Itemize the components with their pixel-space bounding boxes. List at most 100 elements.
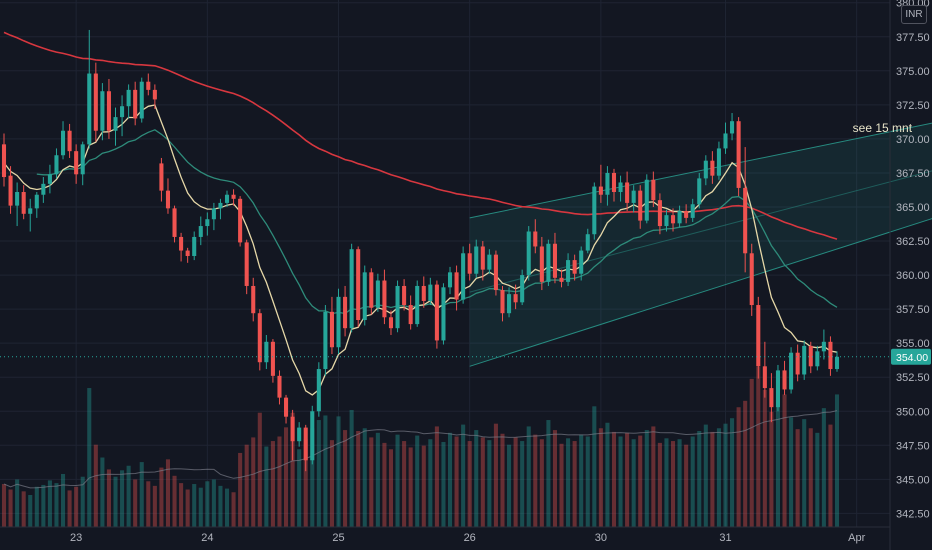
- candle[interactable]: [697, 172, 702, 209]
- candle[interactable]: [375, 273, 380, 312]
- candle[interactable]: [690, 198, 695, 222]
- candle[interactable]: [723, 122, 728, 154]
- candle[interactable]: [730, 113, 735, 141]
- candle[interactable]: [487, 249, 492, 274]
- candle[interactable]: [428, 277, 433, 306]
- candle[interactable]: [677, 205, 682, 228]
- candle[interactable]: [238, 196, 243, 247]
- candle[interactable]: [290, 409, 295, 461]
- channel-lower-line[interactable]: [469, 203, 932, 367]
- candle[interactable]: [388, 310, 394, 335]
- candle[interactable]: [684, 204, 689, 224]
- candle[interactable]: [533, 219, 538, 254]
- candle[interactable]: [139, 77, 144, 123]
- candle[interactable]: [224, 190, 230, 207]
- channel-upper-line[interactable]: [469, 113, 932, 219]
- candle[interactable]: [664, 209, 669, 232]
- candle[interactable]: [284, 394, 289, 424]
- candle[interactable]: [507, 287, 512, 318]
- candle[interactable]: [231, 189, 236, 206]
- candle[interactable]: [74, 144, 79, 184]
- candle[interactable]: [769, 373, 774, 423]
- candle[interactable]: [87, 29, 92, 149]
- candle[interactable]: [369, 268, 374, 315]
- candle[interactable]: [126, 84, 131, 119]
- candle[interactable]: [408, 295, 413, 330]
- candle[interactable]: [323, 305, 328, 376]
- candle[interactable]: [205, 212, 210, 236]
- candle[interactable]: [447, 266, 453, 295]
- candle[interactable]: [657, 193, 662, 235]
- candle[interactable]: [703, 155, 708, 186]
- candle[interactable]: [493, 250, 498, 296]
- candle[interactable]: [566, 253, 571, 286]
- candle[interactable]: [762, 341, 767, 398]
- candle[interactable]: [815, 345, 820, 371]
- candle[interactable]: [775, 364, 781, 412]
- candle[interactable]: [185, 247, 190, 263]
- candle[interactable]: [670, 208, 676, 232]
- candle[interactable]: [106, 78, 111, 139]
- candle[interactable]: [802, 340, 807, 380]
- candle[interactable]: [579, 246, 584, 281]
- candle[interactable]: [415, 280, 420, 327]
- candle[interactable]: [28, 198, 33, 232]
- candle[interactable]: [100, 83, 105, 141]
- candle[interactable]: [244, 239, 249, 295]
- candle[interactable]: [34, 192, 39, 218]
- candle[interactable]: [618, 175, 623, 202]
- candle[interactable]: [434, 280, 439, 349]
- candle[interactable]: [834, 351, 840, 372]
- candle[interactable]: [67, 123, 72, 158]
- candle[interactable]: [41, 177, 46, 203]
- currency-button[interactable]: INR: [901, 5, 927, 24]
- candle[interactable]: [80, 141, 85, 186]
- candle[interactable]: [526, 226, 531, 281]
- candle[interactable]: [467, 243, 472, 281]
- candle[interactable]: [743, 147, 748, 273]
- candle[interactable]: [349, 243, 354, 333]
- candle[interactable]: [513, 284, 518, 310]
- candle[interactable]: [303, 424, 308, 472]
- candle[interactable]: [454, 265, 459, 311]
- candle[interactable]: [15, 182, 20, 227]
- candle[interactable]: [257, 309, 262, 371]
- candle[interactable]: [93, 62, 98, 142]
- candle[interactable]: [362, 265, 367, 326]
- candle[interactable]: [172, 205, 177, 243]
- candle[interactable]: [611, 168, 617, 202]
- candle[interactable]: [500, 285, 505, 322]
- candle[interactable]: [179, 232, 184, 262]
- candle[interactable]: [736, 117, 741, 197]
- candle[interactable]: [133, 81, 138, 126]
- candle[interactable]: [572, 254, 577, 281]
- candle[interactable]: [1, 133, 7, 187]
- candle[interactable]: [756, 296, 761, 379]
- candle[interactable]: [644, 174, 649, 224]
- candle[interactable]: [638, 185, 643, 229]
- candle[interactable]: [585, 228, 590, 254]
- candle[interactable]: [47, 164, 52, 194]
- candle[interactable]: [795, 344, 800, 382]
- candle[interactable]: [402, 279, 407, 311]
- candle[interactable]: [461, 246, 466, 304]
- candle[interactable]: [329, 296, 334, 355]
- candle[interactable]: [211, 202, 216, 231]
- candle[interactable]: [382, 269, 387, 325]
- candle[interactable]: [192, 231, 197, 261]
- candle[interactable]: [198, 216, 203, 246]
- candle[interactable]: [710, 151, 715, 184]
- candle[interactable]: [749, 243, 754, 316]
- candle[interactable]: [395, 280, 400, 333]
- candle[interactable]: [539, 236, 544, 291]
- candle[interactable]: [520, 269, 525, 306]
- candle[interactable]: [546, 239, 551, 286]
- candle[interactable]: [421, 276, 426, 308]
- candle[interactable]: [605, 166, 610, 206]
- candle[interactable]: [152, 84, 157, 109]
- candle[interactable]: [552, 232, 557, 284]
- candle[interactable]: [277, 370, 282, 405]
- candle[interactable]: [625, 171, 630, 212]
- candle[interactable]: [146, 73, 151, 96]
